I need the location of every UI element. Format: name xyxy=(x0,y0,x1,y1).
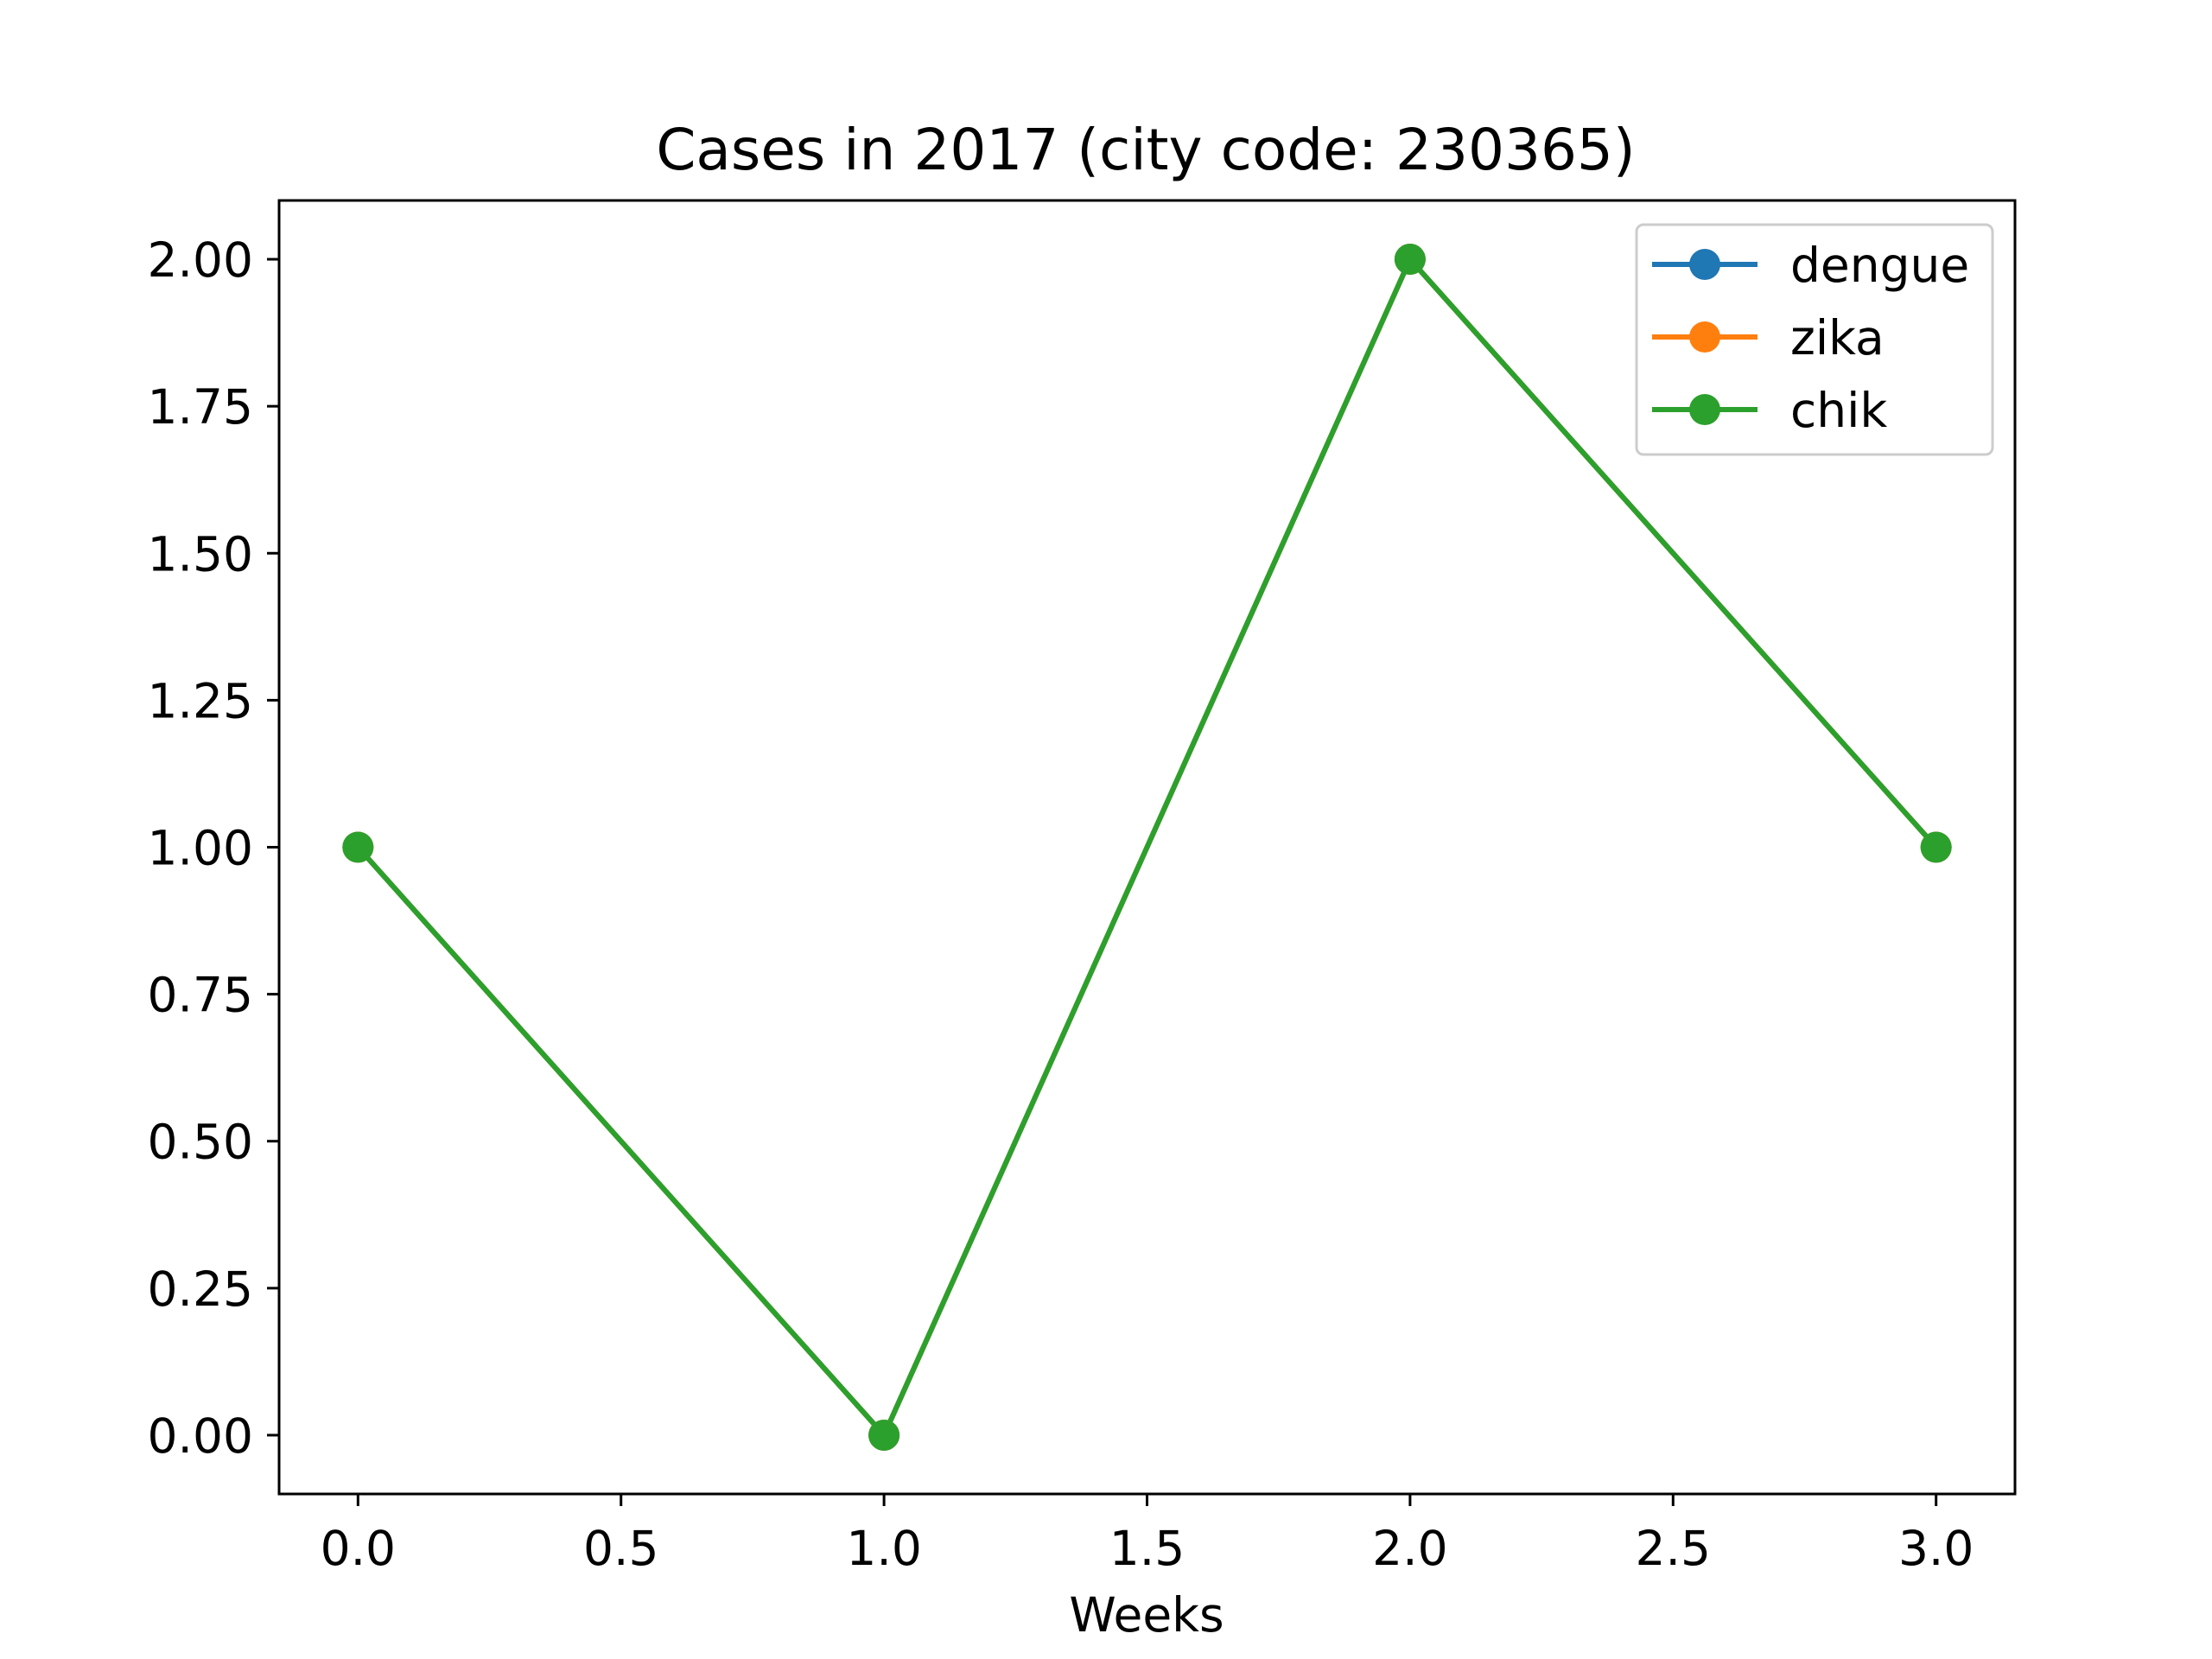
data-point-chik xyxy=(342,831,374,863)
y-tick-label: 1.75 xyxy=(148,379,253,435)
series-group xyxy=(342,244,1952,1451)
y-tick-label: 1.50 xyxy=(148,526,253,582)
legend-label-chik: chik xyxy=(1790,383,1887,438)
y-tick-label: 0.00 xyxy=(148,1408,253,1464)
chart-title: Cases in 2017 (city code: 230365) xyxy=(656,117,1635,183)
legend-label-dengue: dengue xyxy=(1790,238,1969,293)
series-line-chik xyxy=(354,257,1940,1438)
legend-box xyxy=(1635,223,1994,456)
data-point-chik xyxy=(868,1419,900,1451)
legend-marker-zika xyxy=(1689,321,1720,353)
plot-area-frame xyxy=(277,199,2017,1496)
y-tick-label: 1.00 xyxy=(148,821,253,876)
y-tick-label: 1.25 xyxy=(148,673,253,728)
x-tick-label: 2.5 xyxy=(1636,1521,1711,1576)
legend: dengue zika chik xyxy=(1635,223,1994,456)
x-tick-label: 0.0 xyxy=(321,1521,396,1576)
x-tick-label: 1.5 xyxy=(1109,1521,1185,1576)
y-tick-label: 0.75 xyxy=(148,968,253,1023)
y-tick-label: 0.25 xyxy=(148,1262,253,1317)
x-tick-label: 1.0 xyxy=(846,1521,921,1576)
legend-label-zika: zika xyxy=(1790,310,1885,365)
y-tick-label: 2.00 xyxy=(148,232,253,288)
x-axis-label: Weeks xyxy=(1069,1587,1224,1643)
data-point-chik xyxy=(1394,244,1426,276)
data-point-chik xyxy=(1920,831,1952,863)
x-tick-label: 0.5 xyxy=(583,1521,658,1576)
x-tick-label: 3.0 xyxy=(1898,1521,1974,1576)
x-tick-label: 2.0 xyxy=(1372,1521,1447,1576)
x-axis-ticks: 0.0 0.5 1.0 1.5 2.0 2.5 3.0 xyxy=(321,1494,1974,1576)
y-axis-ticks: 0.00 0.25 0.50 0.75 1.00 1.25 1.50 1.75 2.00 xyxy=(148,232,279,1464)
y-tick-label: 0.50 xyxy=(148,1115,253,1170)
legend-marker-chik xyxy=(1689,394,1720,425)
legend-marker-dengue xyxy=(1689,249,1720,280)
